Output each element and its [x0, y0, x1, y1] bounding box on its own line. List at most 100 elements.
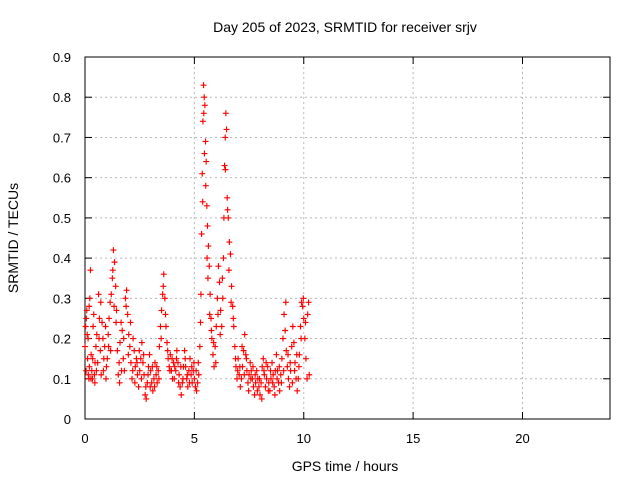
- data-point-marker: [147, 367, 154, 374]
- data-point-marker: [269, 379, 276, 386]
- data-point-marker: [162, 323, 169, 330]
- data-point-marker: [138, 339, 145, 346]
- data-point-marker: [184, 371, 191, 378]
- data-point-marker: [215, 311, 221, 318]
- x-tick-label: 20: [515, 431, 529, 446]
- data-point-marker: [232, 355, 239, 362]
- data-point-marker: [82, 323, 89, 330]
- data-point-marker: [203, 202, 210, 209]
- data-point-marker: [184, 383, 191, 390]
- data-point-marker: [166, 363, 173, 370]
- data-point-marker: [176, 371, 183, 378]
- data-point-marker: [82, 343, 88, 350]
- data-point-marker: [298, 299, 305, 306]
- data-point-marker: [192, 383, 199, 390]
- y-tick-label: 0.9: [53, 50, 71, 65]
- data-point-marker: [110, 247, 117, 254]
- data-point-marker: [217, 307, 224, 314]
- data-point-marker: [289, 379, 296, 386]
- x-ticks: [84, 57, 523, 419]
- data-point-marker: [177, 363, 184, 370]
- data-point-marker: [156, 343, 163, 350]
- data-point-marker: [271, 391, 278, 398]
- data-point-marker: [306, 371, 313, 378]
- data-point-marker: [267, 367, 274, 374]
- data-point-marker: [88, 351, 95, 358]
- data-point-marker: [194, 379, 201, 386]
- data-point-marker: [111, 303, 118, 310]
- data-point-marker: [277, 371, 284, 378]
- data-point-marker: [98, 371, 105, 378]
- data-point-marker: [216, 279, 223, 286]
- data-point-marker: [173, 355, 180, 362]
- data-point-marker: [243, 355, 250, 362]
- data-point-marker: [125, 351, 132, 358]
- x-tick-label: 10: [297, 431, 311, 446]
- data-point-marker: [302, 319, 309, 326]
- data-point-marker: [300, 315, 307, 322]
- data-point-marker: [180, 375, 186, 382]
- data-point-marker: [120, 335, 127, 342]
- data-point-marker: [198, 230, 205, 237]
- data-point-marker: [229, 303, 236, 310]
- grid-lines: [85, 57, 610, 419]
- data-point-marker: [260, 355, 267, 362]
- data-point-marker: [196, 343, 203, 350]
- data-point-marker: [195, 371, 202, 378]
- data-point-marker: [225, 267, 232, 274]
- data-point-marker: [115, 371, 122, 378]
- data-point-marker: [223, 126, 230, 133]
- x-tick-label: 0: [81, 431, 88, 446]
- data-point-marker: [105, 343, 112, 350]
- data-point-marker: [199, 198, 206, 205]
- data-point-marker: [294, 387, 301, 394]
- data-point-marker: [242, 351, 249, 358]
- data-point-marker: [111, 259, 118, 266]
- y-tick-labels: 0 0.1 0.2 0.3 0.4 0.5 0.6 0.7 0.8 0.9: [53, 50, 71, 427]
- x-tick-label: 15: [406, 431, 420, 446]
- data-point-marker: [134, 371, 141, 378]
- data-point-marker: [280, 367, 287, 374]
- data-point-marker: [305, 299, 312, 306]
- data-point-marker: [83, 315, 90, 322]
- data-point-marker: [130, 335, 137, 342]
- data-point-marker: [258, 395, 265, 402]
- data-point-marker: [114, 347, 121, 354]
- data-point-marker: [153, 371, 160, 378]
- data-point-marker: [173, 347, 180, 354]
- data-point-marker: [123, 287, 130, 294]
- data-point-marker: [157, 323, 164, 330]
- data-point-marker: [290, 339, 297, 346]
- data-point-marker: [178, 391, 185, 398]
- data-point-marker: [193, 367, 200, 374]
- data-point-marker: [87, 267, 94, 274]
- data-point-marker: [269, 359, 276, 366]
- data-point-marker: [264, 363, 271, 370]
- data-point-marker: [83, 367, 90, 374]
- data-point-marker: [107, 299, 114, 306]
- plot-area: 0 5 10 15 20 0 0.1 0.2 0.3 0.4 0.5 0.6 0.7 0.8 0.9: [53, 50, 611, 446]
- data-point-marker: [90, 323, 97, 330]
- data-point-marker: [129, 375, 136, 382]
- y-tick-label: 0.4: [53, 251, 71, 266]
- data-point-marker: [199, 118, 206, 125]
- data-point-marker: [221, 162, 228, 169]
- y-ticks: [85, 56, 610, 420]
- data-point-marker: [278, 379, 285, 386]
- x-tick-label: 5: [191, 431, 198, 446]
- data-point-marker: [298, 335, 305, 342]
- data-point-marker: [207, 291, 214, 298]
- x-tick-labels: 0 5 10 15 20: [81, 431, 529, 446]
- data-point-marker: [158, 307, 165, 314]
- data-point-marker: [135, 383, 142, 390]
- data-point-marker: [148, 379, 155, 386]
- y-tick-label: 0.5: [53, 211, 71, 226]
- data-point-marker: [140, 351, 147, 358]
- data-point-marker: [234, 367, 241, 374]
- data-point-marker: [151, 383, 158, 390]
- data-point-marker: [231, 343, 238, 350]
- data-point-marker: [106, 315, 113, 322]
- data-point-marker: [300, 295, 307, 302]
- data-point-marker: [105, 331, 112, 338]
